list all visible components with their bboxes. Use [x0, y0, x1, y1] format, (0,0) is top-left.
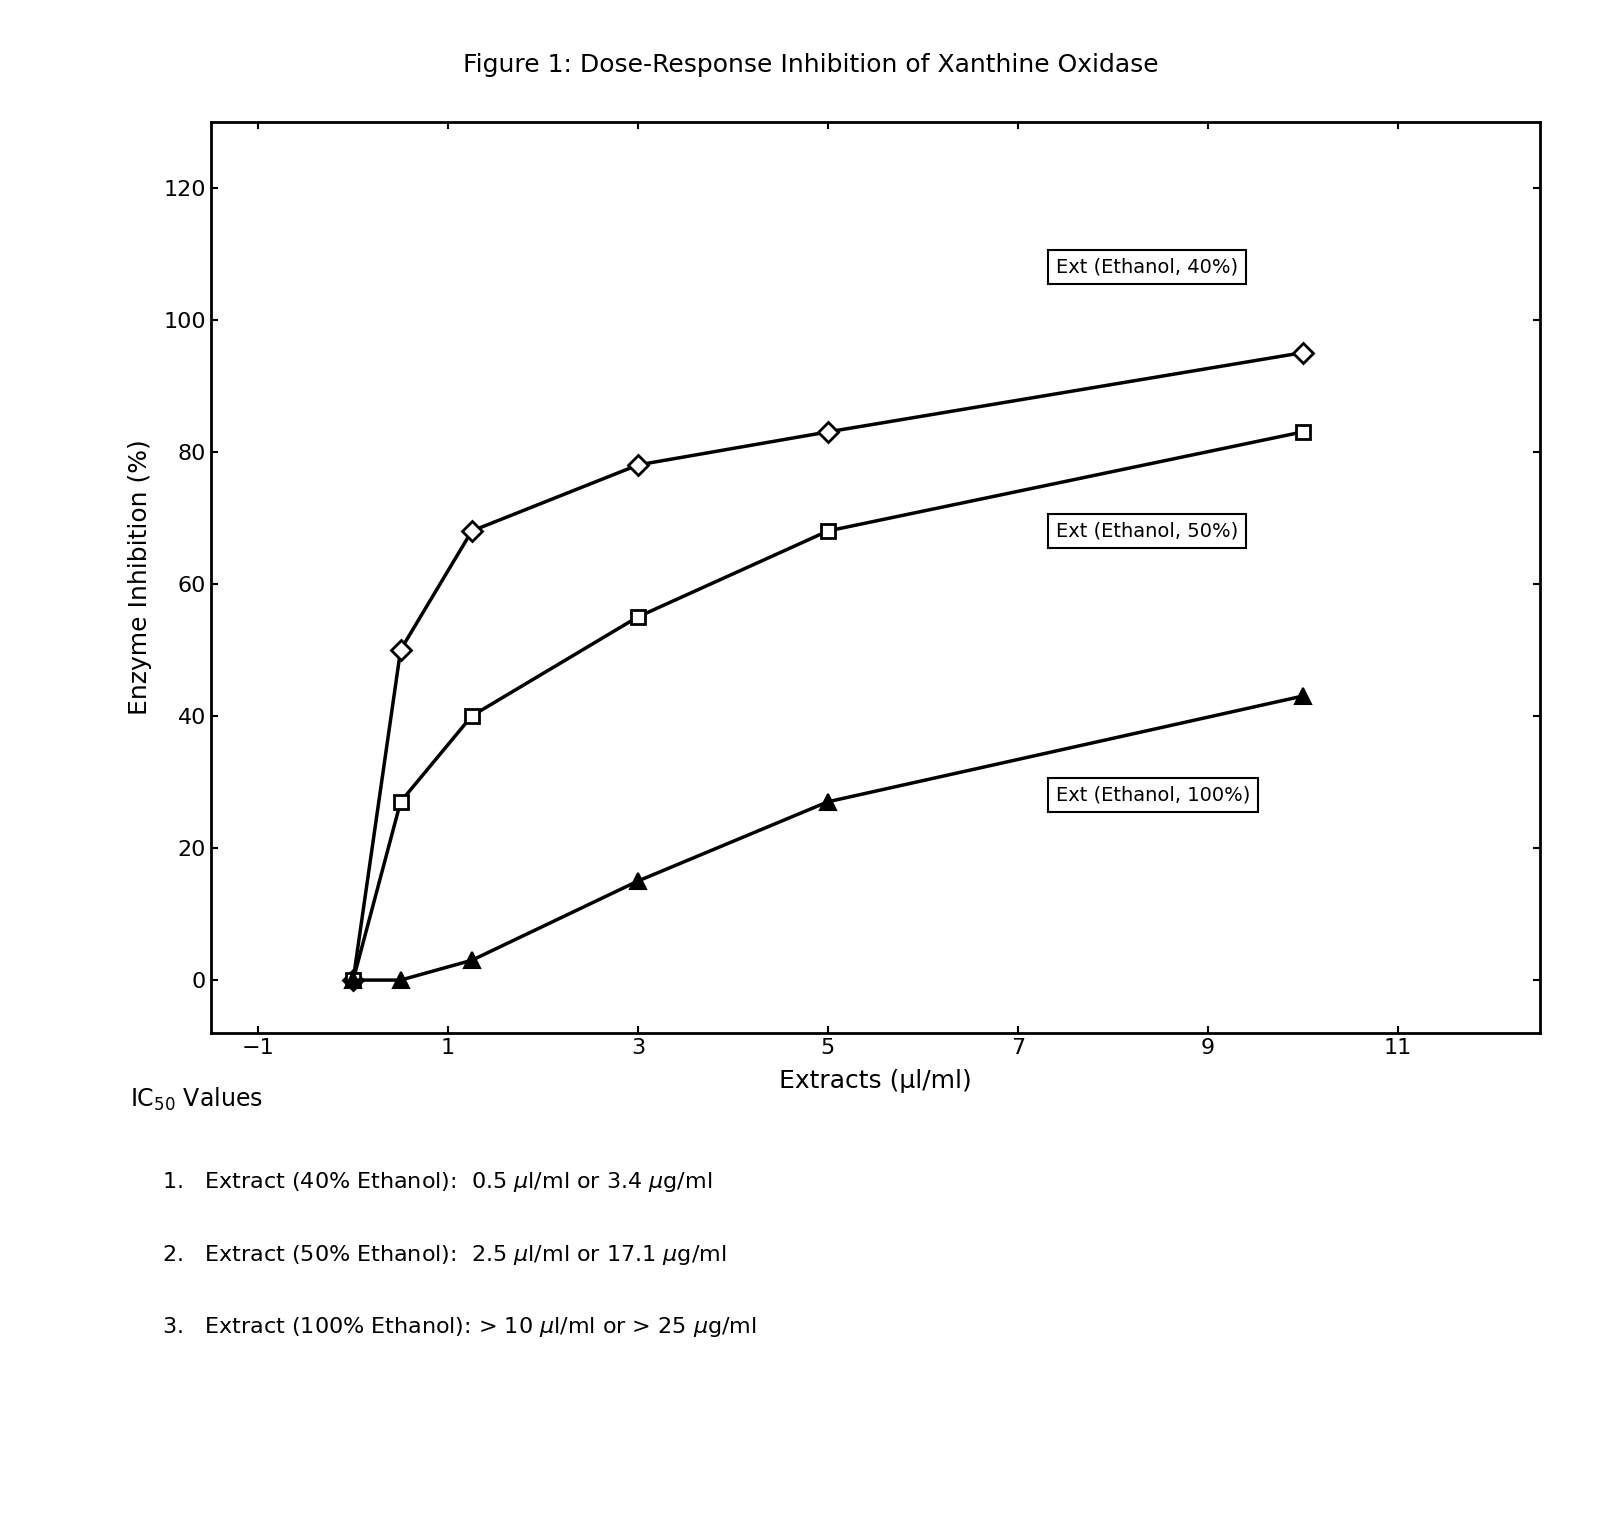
Text: IC$_{50}$ Values: IC$_{50}$ Values [130, 1086, 263, 1113]
Y-axis label: Enzyme Inhibition (%): Enzyme Inhibition (%) [128, 439, 152, 715]
Text: 2.   Extract (50% Ethanol):  2.5 $\mu$l/ml or 17.1 $\mu$g/ml: 2. Extract (50% Ethanol): 2.5 $\mu$l/ml … [162, 1243, 726, 1267]
Text: Ext (Ethanol, 100%): Ext (Ethanol, 100%) [1055, 785, 1250, 805]
Text: Ext (Ethanol, 40%): Ext (Ethanol, 40%) [1055, 257, 1238, 276]
Text: 3.   Extract (100% Ethanol): > 10 $\mu$l/ml or > 25 $\mu$g/ml: 3. Extract (100% Ethanol): > 10 $\mu$l/m… [162, 1315, 757, 1340]
Text: Ext (Ethanol, 50%): Ext (Ethanol, 50%) [1055, 521, 1238, 541]
Text: 1.   Extract (40% Ethanol):  0.5 $\mu$l/ml or 3.4 $\mu$g/ml: 1. Extract (40% Ethanol): 0.5 $\mu$l/ml … [162, 1170, 712, 1194]
X-axis label: Extracts (µl/ml): Extracts (µl/ml) [780, 1069, 971, 1092]
Text: Figure 1: Dose-Response Inhibition of Xanthine Oxidase: Figure 1: Dose-Response Inhibition of Xa… [462, 53, 1159, 77]
